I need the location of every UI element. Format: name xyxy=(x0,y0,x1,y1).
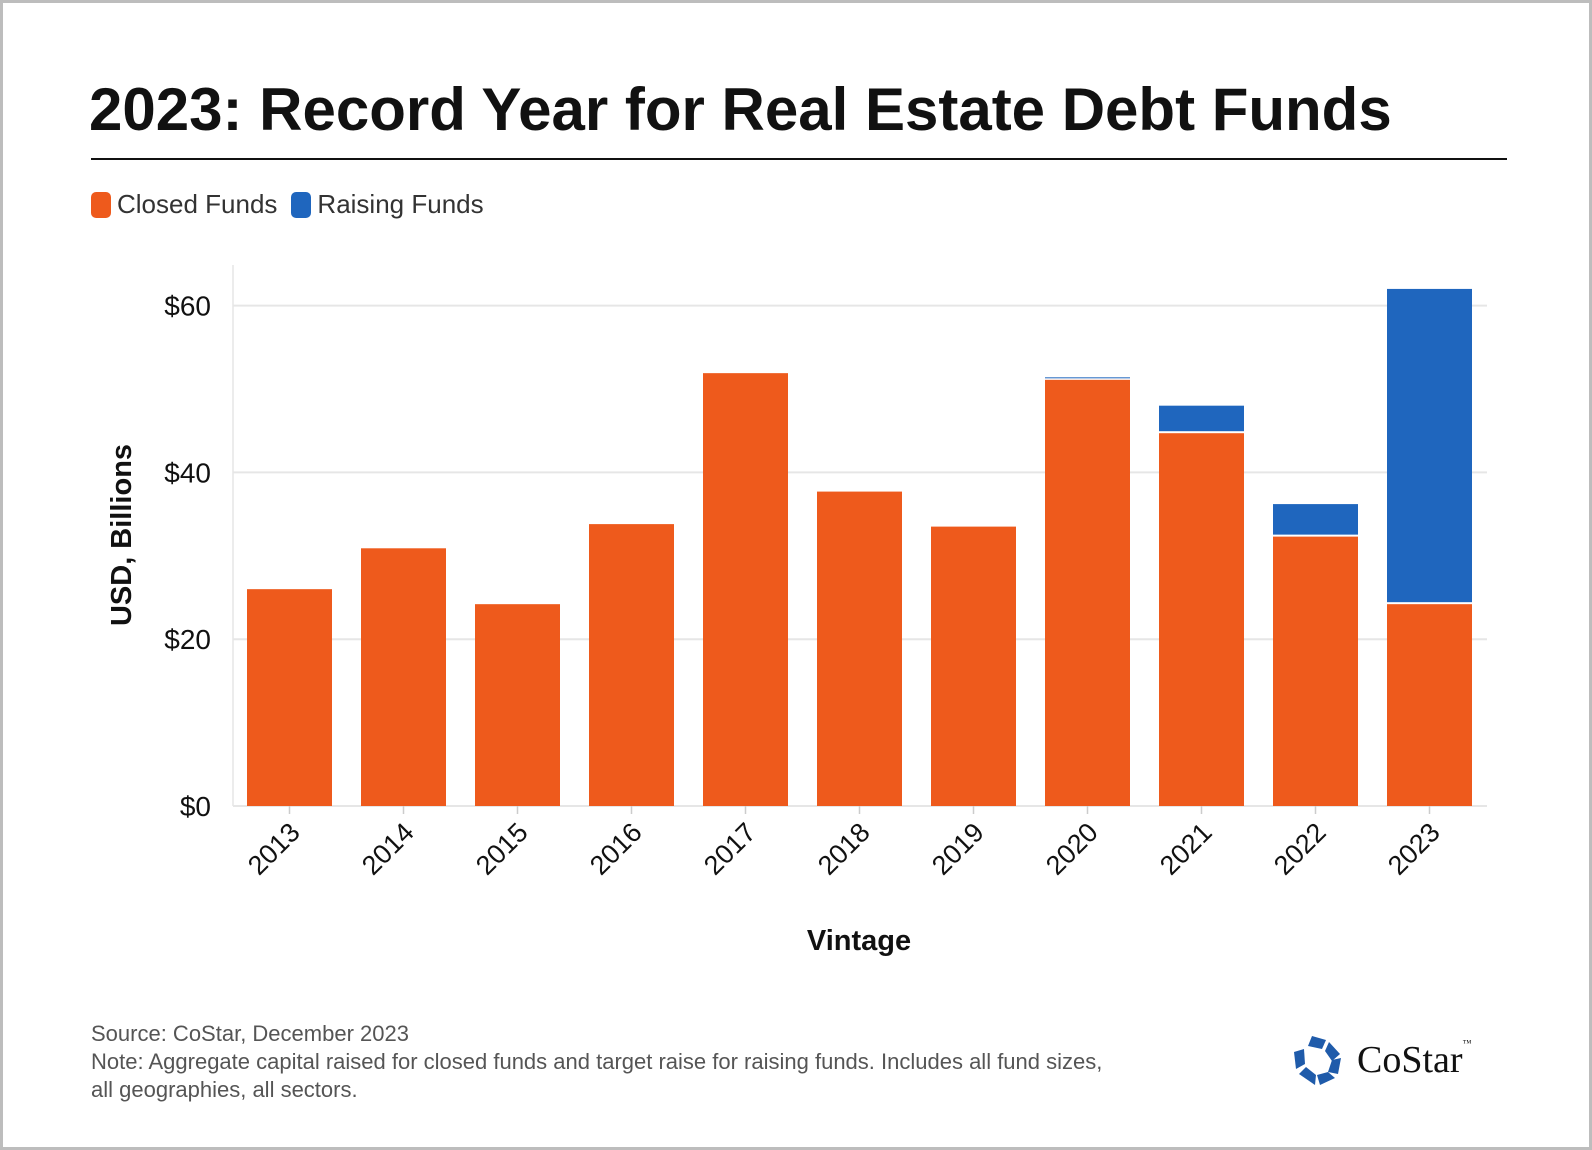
x-tick-label: 2016 xyxy=(584,817,648,881)
bar-closed-2015 xyxy=(475,604,560,806)
bar-closed-2021 xyxy=(1159,433,1244,806)
x-tick-label: 2020 xyxy=(1040,817,1104,881)
bar-closed-2018 xyxy=(817,491,902,806)
legend-item-raising-funds: Raising Funds xyxy=(291,189,484,220)
bar-closed-2013 xyxy=(247,589,332,806)
bar-closed-2023 xyxy=(1387,604,1472,806)
costar-logo: CoStar™ xyxy=(1291,1033,1471,1087)
x-tick-label: 2022 xyxy=(1268,817,1332,881)
legend-label-closed: Closed Funds xyxy=(117,189,278,219)
bar-closed-2017 xyxy=(703,373,788,806)
x-tick-label: 2017 xyxy=(698,817,762,881)
legend: Closed Funds Raising Funds xyxy=(91,189,498,220)
bar-raising-2022 xyxy=(1273,504,1358,535)
bars xyxy=(247,288,1472,806)
y-tick-label: $0 xyxy=(180,791,211,822)
bar-closed-2019 xyxy=(931,526,1016,806)
note-text-line-1: Note: Aggregate capital raised for close… xyxy=(91,1049,1103,1074)
x-tick-label: 2021 xyxy=(1154,817,1218,881)
y-tick-label: $20 xyxy=(164,624,211,655)
footer: Source: CoStar, December 2023 Note: Aggr… xyxy=(91,1020,1102,1104)
x-tick-label: 2015 xyxy=(470,817,534,881)
x-tick-label: 2018 xyxy=(812,817,876,881)
logo-text: CoStar™ xyxy=(1357,1038,1472,1081)
bar-raising-2023 xyxy=(1387,288,1472,603)
legend-swatch-raising xyxy=(291,191,312,218)
bar-raising-2021 xyxy=(1159,405,1244,432)
source-text: Source: CoStar, December 2023 xyxy=(91,1021,409,1046)
legend-item-closed-funds: Closed Funds xyxy=(91,189,277,220)
x-tick-label: 2013 xyxy=(242,817,306,881)
y-tick-label: $60 xyxy=(164,291,211,322)
bar-chart: 2013 2014 2015 2016 2017 2018 2019 2020 2021 2022… xyxy=(106,265,1487,957)
y-axis-label: USD, Billions xyxy=(106,444,138,626)
title-divider xyxy=(91,158,1507,160)
legend-swatch-closed xyxy=(91,191,111,218)
x-tick-label: 2023 xyxy=(1382,817,1446,881)
x-axis: 2013 2014 2015 2016 2017 2018 2019 2020 2021 2022… xyxy=(242,806,1446,881)
note-text-line-2: all geographies, all sectors. xyxy=(91,1077,358,1102)
x-tick-label: 2014 xyxy=(356,817,420,881)
costar-star-icon xyxy=(1294,1036,1341,1085)
x-axis-label: Vintage xyxy=(807,925,911,957)
y-axis: $0 $20 $40 $60 xyxy=(164,291,211,822)
bar-closed-2016 xyxy=(589,524,674,806)
bar-closed-2014 xyxy=(361,548,446,806)
chart-title: 2023: Record Year for Real Estate Debt F… xyxy=(89,76,1392,143)
y-tick-label: $40 xyxy=(164,457,211,488)
x-tick-label: 2019 xyxy=(926,817,990,881)
legend-label-raising: Raising Funds xyxy=(317,189,484,219)
bar-raising-2020 xyxy=(1045,377,1130,379)
bar-closed-2020 xyxy=(1045,379,1130,806)
bar-closed-2022 xyxy=(1273,536,1358,806)
